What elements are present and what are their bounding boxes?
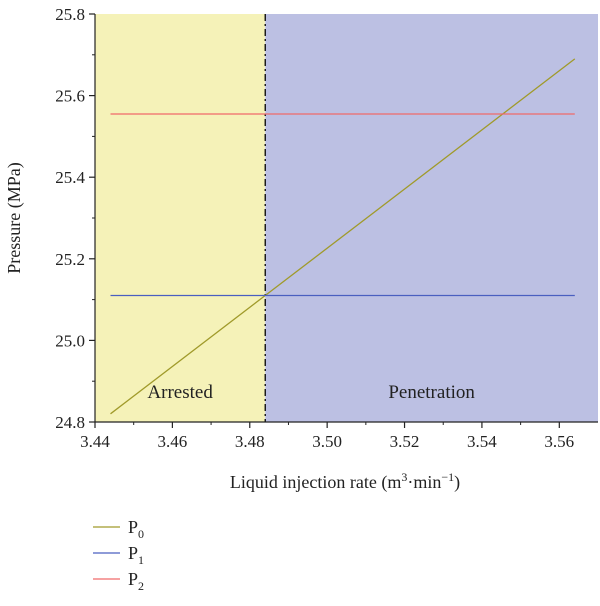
legend-label-p2: P2 [128, 569, 144, 593]
x-tick-label: 3.48 [235, 432, 265, 451]
axes: 3.44 3.46 3.48 3.50 3.52 3.54 3.56 24.8 25.0 25.2… [55, 5, 598, 451]
region-label-arrested: Arrested [147, 382, 213, 403]
region-arrested [95, 14, 266, 422]
y-tick-label: 25.6 [55, 87, 85, 106]
x-tick-label: 3.44 [80, 432, 110, 451]
legend-label-p0: P0 [128, 517, 144, 541]
x-tick-label: 3.56 [544, 432, 574, 451]
x-tick-label: 3.52 [390, 432, 420, 451]
region-label-penetration: Penetration [388, 382, 475, 403]
x-tick-label: 3.50 [312, 432, 342, 451]
y-tick-label: 25.0 [55, 331, 85, 350]
x-tick-label: 3.54 [467, 432, 497, 451]
y-tick-label: 25.8 [55, 5, 85, 24]
series-line-p0 [110, 58, 576, 415]
region-penetration [265, 14, 598, 422]
y-tick-label: 25.4 [55, 168, 85, 187]
x-axis-title: Liquid injection rate (m3·min−1) [230, 470, 460, 493]
x-tick-label: 3.46 [158, 432, 188, 451]
y-tick-label: 25.2 [55, 250, 85, 269]
y-tick-label: 24.8 [55, 413, 85, 432]
legend-label-p1: P1 [128, 543, 144, 567]
y-axis-title: Pressure (MPa) [4, 162, 25, 273]
plot-area: Arrested Penetration [95, 14, 598, 422]
